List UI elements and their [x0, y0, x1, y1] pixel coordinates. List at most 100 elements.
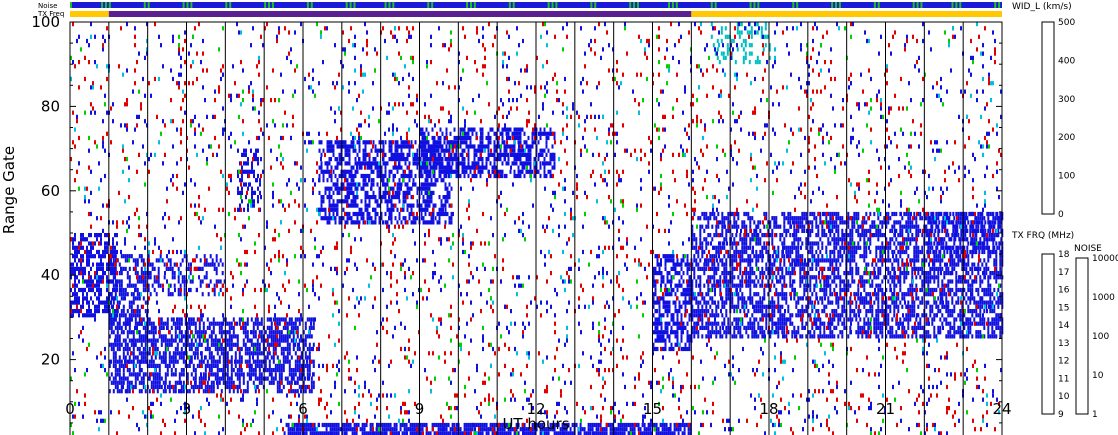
- data-cell: [245, 152, 247, 157]
- data-cell: [106, 249, 108, 255]
- data-cell: [278, 368, 281, 373]
- data-cell: [451, 169, 454, 174]
- data-cell: [443, 152, 446, 157]
- data-cell: [406, 165, 409, 170]
- data-cell: [525, 427, 528, 432]
- data-cell: [678, 321, 681, 326]
- data-cell: [180, 346, 183, 352]
- data-cell: [561, 422, 564, 428]
- data-cell: [110, 300, 112, 305]
- data-cell: [709, 275, 712, 280]
- data-cell: [505, 152, 508, 157]
- data-cell: [664, 266, 667, 271]
- data-cell: [296, 342, 299, 347]
- data-cell: [296, 346, 299, 352]
- data-cell: [431, 144, 434, 149]
- data-cell: [376, 152, 379, 157]
- data-cell: [695, 279, 698, 284]
- data-cell: [110, 313, 112, 318]
- data-cell: [428, 199, 431, 204]
- data-cell: [166, 384, 169, 390]
- data-cell: [208, 325, 211, 330]
- data-cell: [329, 427, 332, 432]
- data-cell: [98, 296, 100, 301]
- data-cell: [321, 431, 324, 435]
- data-cell: [222, 376, 225, 381]
- data-cell: [511, 427, 514, 432]
- data-cell: [252, 334, 255, 339]
- data-cell: [384, 182, 387, 187]
- data-cell: [595, 431, 598, 435]
- data-cell: [499, 431, 502, 435]
- data-cell: [661, 431, 664, 435]
- data-cell: [481, 140, 484, 145]
- data-cell: [376, 148, 379, 153]
- data-cell: [112, 380, 115, 385]
- data-cell: [424, 207, 427, 212]
- data-cell: [428, 203, 431, 208]
- data-cell: [257, 157, 259, 162]
- data-cell: [459, 431, 462, 435]
- data-cell: [302, 363, 305, 368]
- data-cell: [114, 254, 117, 259]
- data-cell: [239, 190, 241, 195]
- data-cell: [198, 384, 201, 390]
- data-cell: [676, 338, 679, 343]
- data-cell: [672, 330, 675, 335]
- data-cell: [186, 325, 189, 330]
- data-cell: [709, 216, 712, 221]
- data-cell: [725, 275, 728, 280]
- data-cell: [304, 342, 307, 347]
- data-cell: [705, 224, 708, 229]
- data-cell: [627, 422, 630, 428]
- data-cell: [674, 334, 677, 339]
- data-cell: [525, 161, 528, 166]
- data-cell: [666, 334, 669, 339]
- data-cell: [346, 190, 349, 195]
- data-cell: [122, 351, 125, 356]
- data-cell: [138, 279, 141, 284]
- data-cell: [254, 342, 257, 347]
- data-cell: [678, 271, 681, 276]
- data-cell: [499, 169, 502, 174]
- data-cell: [709, 266, 712, 271]
- data-cell: [731, 271, 734, 276]
- data-cell: [242, 380, 245, 385]
- data-cell: [406, 157, 409, 162]
- data-cell: [348, 216, 351, 221]
- data-cell: [189, 279, 192, 284]
- data-cell: [549, 173, 552, 179]
- data-cell: [70, 271, 72, 276]
- data-cell: [408, 178, 411, 183]
- data-cell: [110, 296, 113, 301]
- data-cell: [699, 287, 702, 293]
- data-cell: [120, 313, 123, 318]
- data-cell: [656, 334, 659, 339]
- data-cell: [247, 203, 249, 208]
- data-cell: [92, 313, 94, 318]
- data-cell: [707, 334, 710, 339]
- data-cell: [112, 363, 115, 368]
- data-cell: [715, 228, 718, 233]
- data-cell: [278, 380, 281, 385]
- data-cell: [515, 173, 518, 179]
- data-cell: [303, 427, 306, 432]
- data-cell: [178, 325, 181, 330]
- noise-strip-segment: [512, 2, 515, 8]
- data-cell: [374, 216, 377, 221]
- data-cell: [343, 422, 346, 428]
- data-cell: [495, 169, 498, 174]
- data-cell: [173, 283, 176, 288]
- data-cell: [686, 283, 689, 288]
- data-cell: [238, 368, 241, 373]
- data-cell: [725, 313, 728, 318]
- data-cell: [128, 372, 131, 377]
- data-cell: [222, 363, 225, 368]
- data-cell: [664, 325, 667, 330]
- data-cell: [82, 292, 84, 297]
- data-cell: [410, 211, 413, 217]
- data-cell: [719, 287, 722, 293]
- data-cell: [699, 245, 702, 250]
- data-cell: [691, 266, 694, 271]
- data-cell: [703, 216, 706, 221]
